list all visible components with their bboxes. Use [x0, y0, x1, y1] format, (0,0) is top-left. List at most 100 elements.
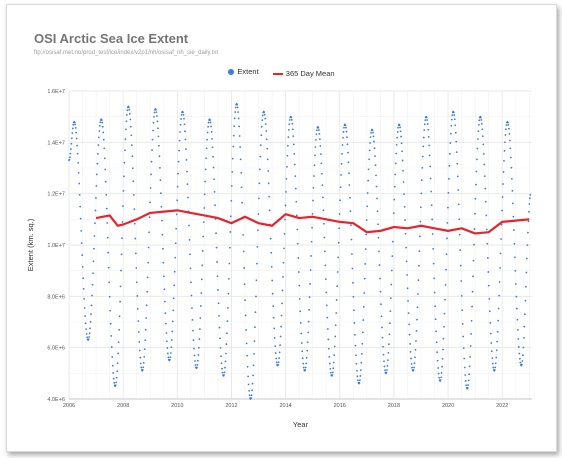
extent-point	[72, 123, 75, 126]
extent-point	[105, 207, 108, 210]
extent-point	[77, 171, 80, 174]
extent-point	[434, 318, 437, 321]
extent-point	[173, 284, 176, 287]
extent-point	[284, 204, 287, 207]
extent-point	[376, 197, 378, 200]
extent-point	[203, 193, 206, 196]
extent-point	[240, 186, 243, 189]
extent-point	[327, 338, 330, 341]
extent-point	[468, 373, 471, 376]
extent-point	[488, 297, 491, 300]
extent-point	[328, 355, 331, 358]
extent-point	[111, 356, 114, 358]
extent-point	[314, 154, 316, 157]
extent-point	[439, 379, 442, 382]
extent-point	[247, 375, 250, 378]
extent-point	[278, 357, 281, 360]
extent-point	[378, 264, 381, 266]
extent-point	[190, 294, 193, 297]
extent-point	[210, 131, 213, 133]
extent-point	[308, 296, 311, 299]
extent-point	[393, 198, 396, 201]
extent-point	[389, 297, 392, 300]
x-axis-label: Year	[293, 420, 309, 429]
extent-point	[363, 277, 366, 280]
extent-point	[325, 304, 328, 307]
extent-point	[191, 307, 193, 310]
extent-point	[167, 356, 170, 359]
extent-point	[124, 138, 127, 141]
extent-point	[239, 146, 242, 148]
extent-point	[382, 353, 385, 356]
extent-point	[293, 163, 296, 166]
extent-point	[209, 119, 211, 121]
extent-point	[217, 289, 219, 291]
extent-point	[197, 359, 199, 362]
extent-point	[153, 115, 155, 118]
extent-point	[214, 204, 216, 207]
extent-point	[477, 123, 480, 126]
extent-point	[414, 356, 416, 359]
extent-point	[407, 300, 409, 302]
extent-point	[505, 128, 507, 131]
extent-point	[387, 359, 389, 361]
extent-point	[178, 149, 180, 152]
extent-point	[258, 182, 261, 185]
extent-point	[193, 354, 196, 357]
extent-point	[379, 277, 381, 280]
extent-point	[251, 382, 254, 385]
extent-point	[374, 164, 377, 167]
extent-point	[169, 352, 172, 354]
extent-point	[73, 121, 76, 124]
extent-point	[311, 226, 313, 229]
extent-point	[131, 167, 134, 170]
extent-point	[118, 328, 121, 331]
extent-point	[106, 222, 109, 224]
legend-item-extent[interactable]: Extent	[228, 67, 259, 76]
extent-point	[290, 116, 293, 119]
extent-point	[501, 209, 503, 212]
extent-point	[416, 306, 419, 309]
extent-point	[360, 361, 363, 364]
extent-point	[271, 292, 274, 295]
extent-point	[524, 299, 527, 302]
extent-point	[144, 339, 147, 342]
extent-point	[149, 201, 151, 204]
extent-point	[483, 175, 486, 178]
extent-point	[433, 277, 436, 280]
extent-point	[306, 349, 309, 352]
extent-point	[137, 331, 140, 333]
extent-point	[449, 132, 452, 135]
extent-point	[469, 356, 472, 358]
extent-point	[477, 130, 480, 133]
extent-point	[148, 231, 151, 234]
extent-point	[413, 362, 416, 364]
extent-point	[182, 113, 185, 116]
extent-point	[395, 143, 398, 146]
extent-point	[178, 139, 181, 142]
legend-item-mean[interactable]: 365 Day Mean	[272, 69, 335, 78]
extent-point	[356, 369, 358, 372]
extent-point	[489, 332, 492, 335]
extent-point	[177, 160, 180, 163]
extent-point	[451, 114, 454, 117]
extent-point	[74, 123, 77, 126]
extent-point	[473, 243, 475, 246]
extent-point	[510, 177, 513, 180]
extent-point	[299, 322, 302, 324]
extent-point	[400, 142, 403, 145]
extent-point	[179, 131, 181, 133]
extent-point	[504, 134, 507, 136]
extent-point	[251, 389, 253, 392]
extent-point	[216, 261, 218, 263]
extent-point	[83, 307, 86, 309]
extent-point	[172, 309, 175, 312]
extent-point	[157, 135, 160, 138]
extent-point	[192, 339, 195, 342]
extent-point	[453, 118, 456, 121]
extent-point	[206, 138, 209, 141]
extent-point	[143, 355, 146, 358]
extent-point	[258, 168, 261, 171]
extent-point	[225, 352, 227, 355]
extent-point	[476, 147, 479, 150]
